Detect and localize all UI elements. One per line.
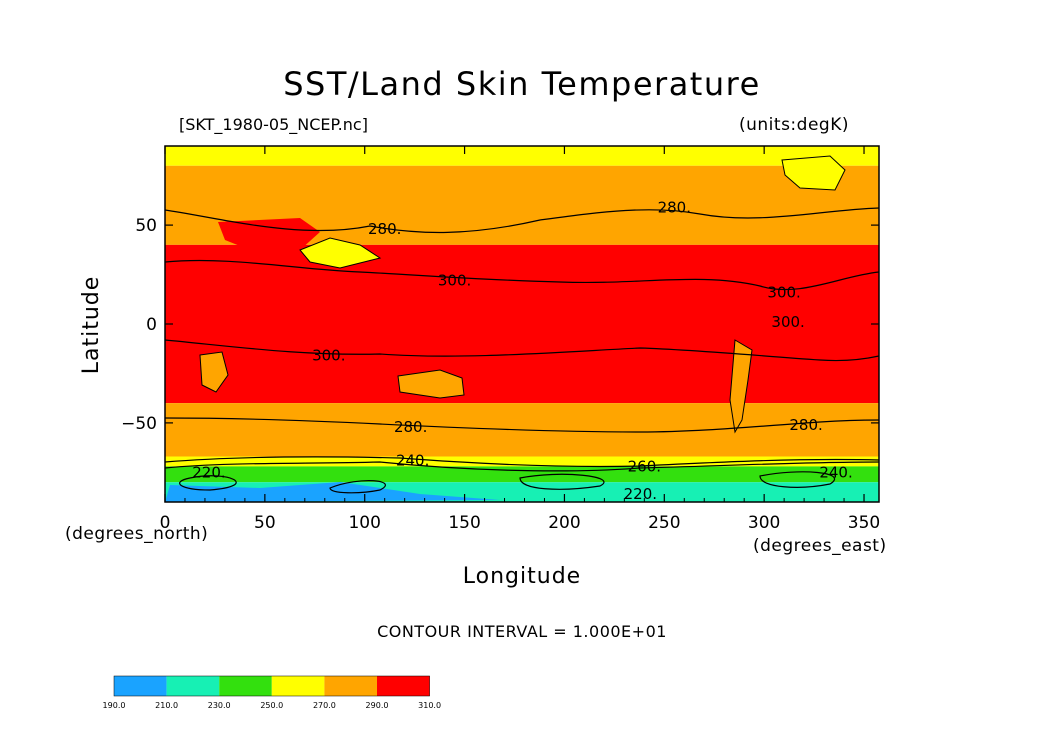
colorbar-swatch	[377, 676, 430, 696]
contour-220-a	[179, 475, 237, 491]
colorbar-swatch	[219, 676, 272, 696]
africa-south-patch	[199, 351, 229, 393]
contour-label: 280.	[394, 418, 427, 436]
units-label: (units:degK)	[739, 115, 849, 135]
andes-patch	[729, 339, 753, 434]
zonal-band-4	[165, 456, 879, 467]
contour-labels: 280. 280. 300. 300. 300. 300. 280. 280. 240. 260.…	[192, 198, 853, 503]
contour-interval-label: CONTOUR INTERVAL = 1.000E+01	[377, 622, 667, 641]
y-tick-label: −50	[121, 414, 157, 434]
colorbar-swatch	[324, 676, 377, 696]
x-axis-units: (degrees_east)	[753, 536, 887, 556]
contour-label: 260.	[628, 457, 661, 475]
contour-label: 220.	[192, 463, 225, 481]
contour-260	[165, 456, 879, 468]
contour-label: 240.	[819, 463, 852, 481]
x-tick-label: 250	[648, 513, 680, 533]
y-axis-title: Latitude	[79, 275, 104, 375]
contour-220-c	[519, 473, 605, 490]
colorbar-swatch	[271, 676, 325, 696]
contour-280-north	[165, 207, 879, 234]
contour-280-south	[165, 417, 879, 433]
contour-label: 300.	[767, 283, 800, 301]
colorbar-label: 210.0	[155, 701, 178, 710]
contour-label: 240.	[396, 451, 429, 469]
contour-label: 280.	[658, 198, 691, 216]
x-tick-label: 350	[848, 513, 880, 533]
x-tick-label: 50	[254, 513, 276, 533]
colorbar-label: 190.0	[103, 701, 126, 710]
contour-label: 220.	[624, 485, 657, 503]
chart-title: SST/Land Skin Temperature	[283, 65, 761, 103]
x-tick-label: 200	[548, 513, 580, 533]
axes: 0 50 100 150 200 250 300 350 −50 0 50	[121, 146, 880, 533]
colorbar-label: 290.0	[366, 701, 389, 710]
colorbar-label: 250.0	[260, 701, 283, 710]
australia-patch	[397, 369, 465, 399]
colorbar-label: 310.0	[418, 701, 441, 710]
colorbar: 190.0 210.0 230.0 250.0 270.0 290.0 310.0	[103, 675, 441, 710]
contour-label: 300.	[771, 313, 804, 331]
zonal-band-5	[165, 466, 879, 483]
colorbar-swatch	[166, 676, 220, 696]
x-tick-label: 100	[348, 513, 380, 533]
zonal-band-0	[165, 146, 879, 166]
contour-220-d	[759, 471, 836, 488]
y-tick-label: 0	[146, 315, 157, 335]
contour-label: 300.	[438, 271, 471, 289]
north-atlantic-cold-patch	[218, 218, 320, 250]
zonal-band-2	[165, 244, 879, 404]
contour-label: 280.	[789, 416, 822, 434]
colorbar-swatch	[114, 676, 167, 696]
siberia-warm-patch	[299, 237, 382, 269]
x-tick-label: 300	[748, 513, 780, 533]
colorbar-label: 270.0	[313, 701, 336, 710]
contour-300-north	[165, 259, 879, 291]
contour-label: 300.	[312, 347, 345, 365]
y-axis-units: (degrees_north)	[65, 524, 209, 544]
map-shapes	[165, 155, 846, 502]
greenland-cold-patch	[781, 155, 846, 191]
y-tick-label: 50	[135, 216, 157, 236]
x-tick-label: 0	[160, 513, 171, 533]
temperature-field	[165, 146, 879, 502]
file-label: [SKT_1980-05_NCEP.nc]	[179, 115, 368, 134]
x-axis-title: Longitude	[462, 564, 582, 589]
x-tick-label: 150	[448, 513, 480, 533]
colorbar-frame	[113, 675, 430, 697]
colorbar-label: 230.0	[208, 701, 231, 710]
contour-220-b	[329, 480, 386, 494]
contour-240	[165, 461, 879, 472]
contour-label: 280.	[368, 220, 401, 238]
contour-300-south	[165, 339, 879, 362]
antarctica-cold-patch	[165, 482, 500, 502]
contour-lines	[165, 207, 879, 494]
